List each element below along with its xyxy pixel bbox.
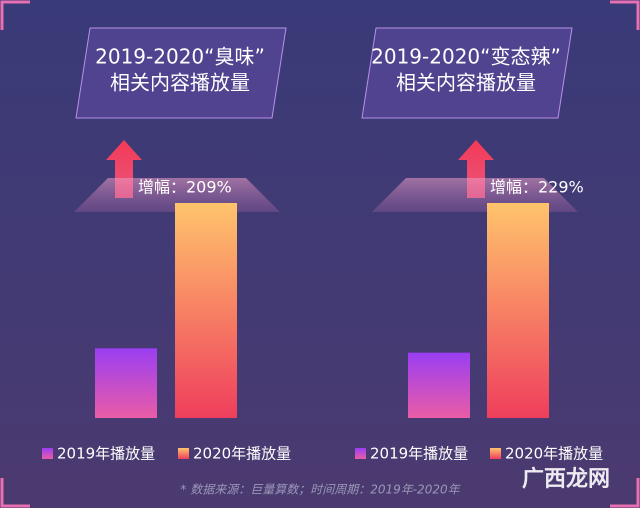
legend-label: 2020年播放量 — [505, 445, 603, 463]
bar — [487, 203, 549, 418]
chart-title: 2019-2020“变态辣” — [371, 45, 561, 69]
legend-swatch — [178, 448, 189, 459]
chart-subtitle: 相关内容播放量 — [396, 71, 536, 95]
legend-swatch — [42, 448, 53, 459]
annotation: 增幅：209% — [138, 178, 232, 197]
chart-subtitle: 相关内容播放量 — [110, 71, 250, 95]
legend-label: 2019年播放量 — [57, 445, 155, 463]
legend-label: 2019年播放量 — [370, 445, 468, 463]
legend-swatch — [355, 448, 366, 459]
footnote: * 数据来源：巨量算数；时间周期：2019年-2020年 — [180, 483, 461, 497]
chart-title: 2019-2020“臭味” — [95, 45, 265, 69]
title-box — [361, 27, 573, 119]
bar — [95, 348, 157, 418]
watermark: 广西龙网 — [522, 466, 610, 492]
bar — [408, 352, 470, 418]
annotation: 增幅：229% — [490, 178, 584, 197]
legend-label: 2020年播放量 — [193, 445, 291, 463]
legend-swatch — [490, 448, 501, 459]
title-box — [75, 27, 287, 119]
bar — [175, 203, 237, 418]
